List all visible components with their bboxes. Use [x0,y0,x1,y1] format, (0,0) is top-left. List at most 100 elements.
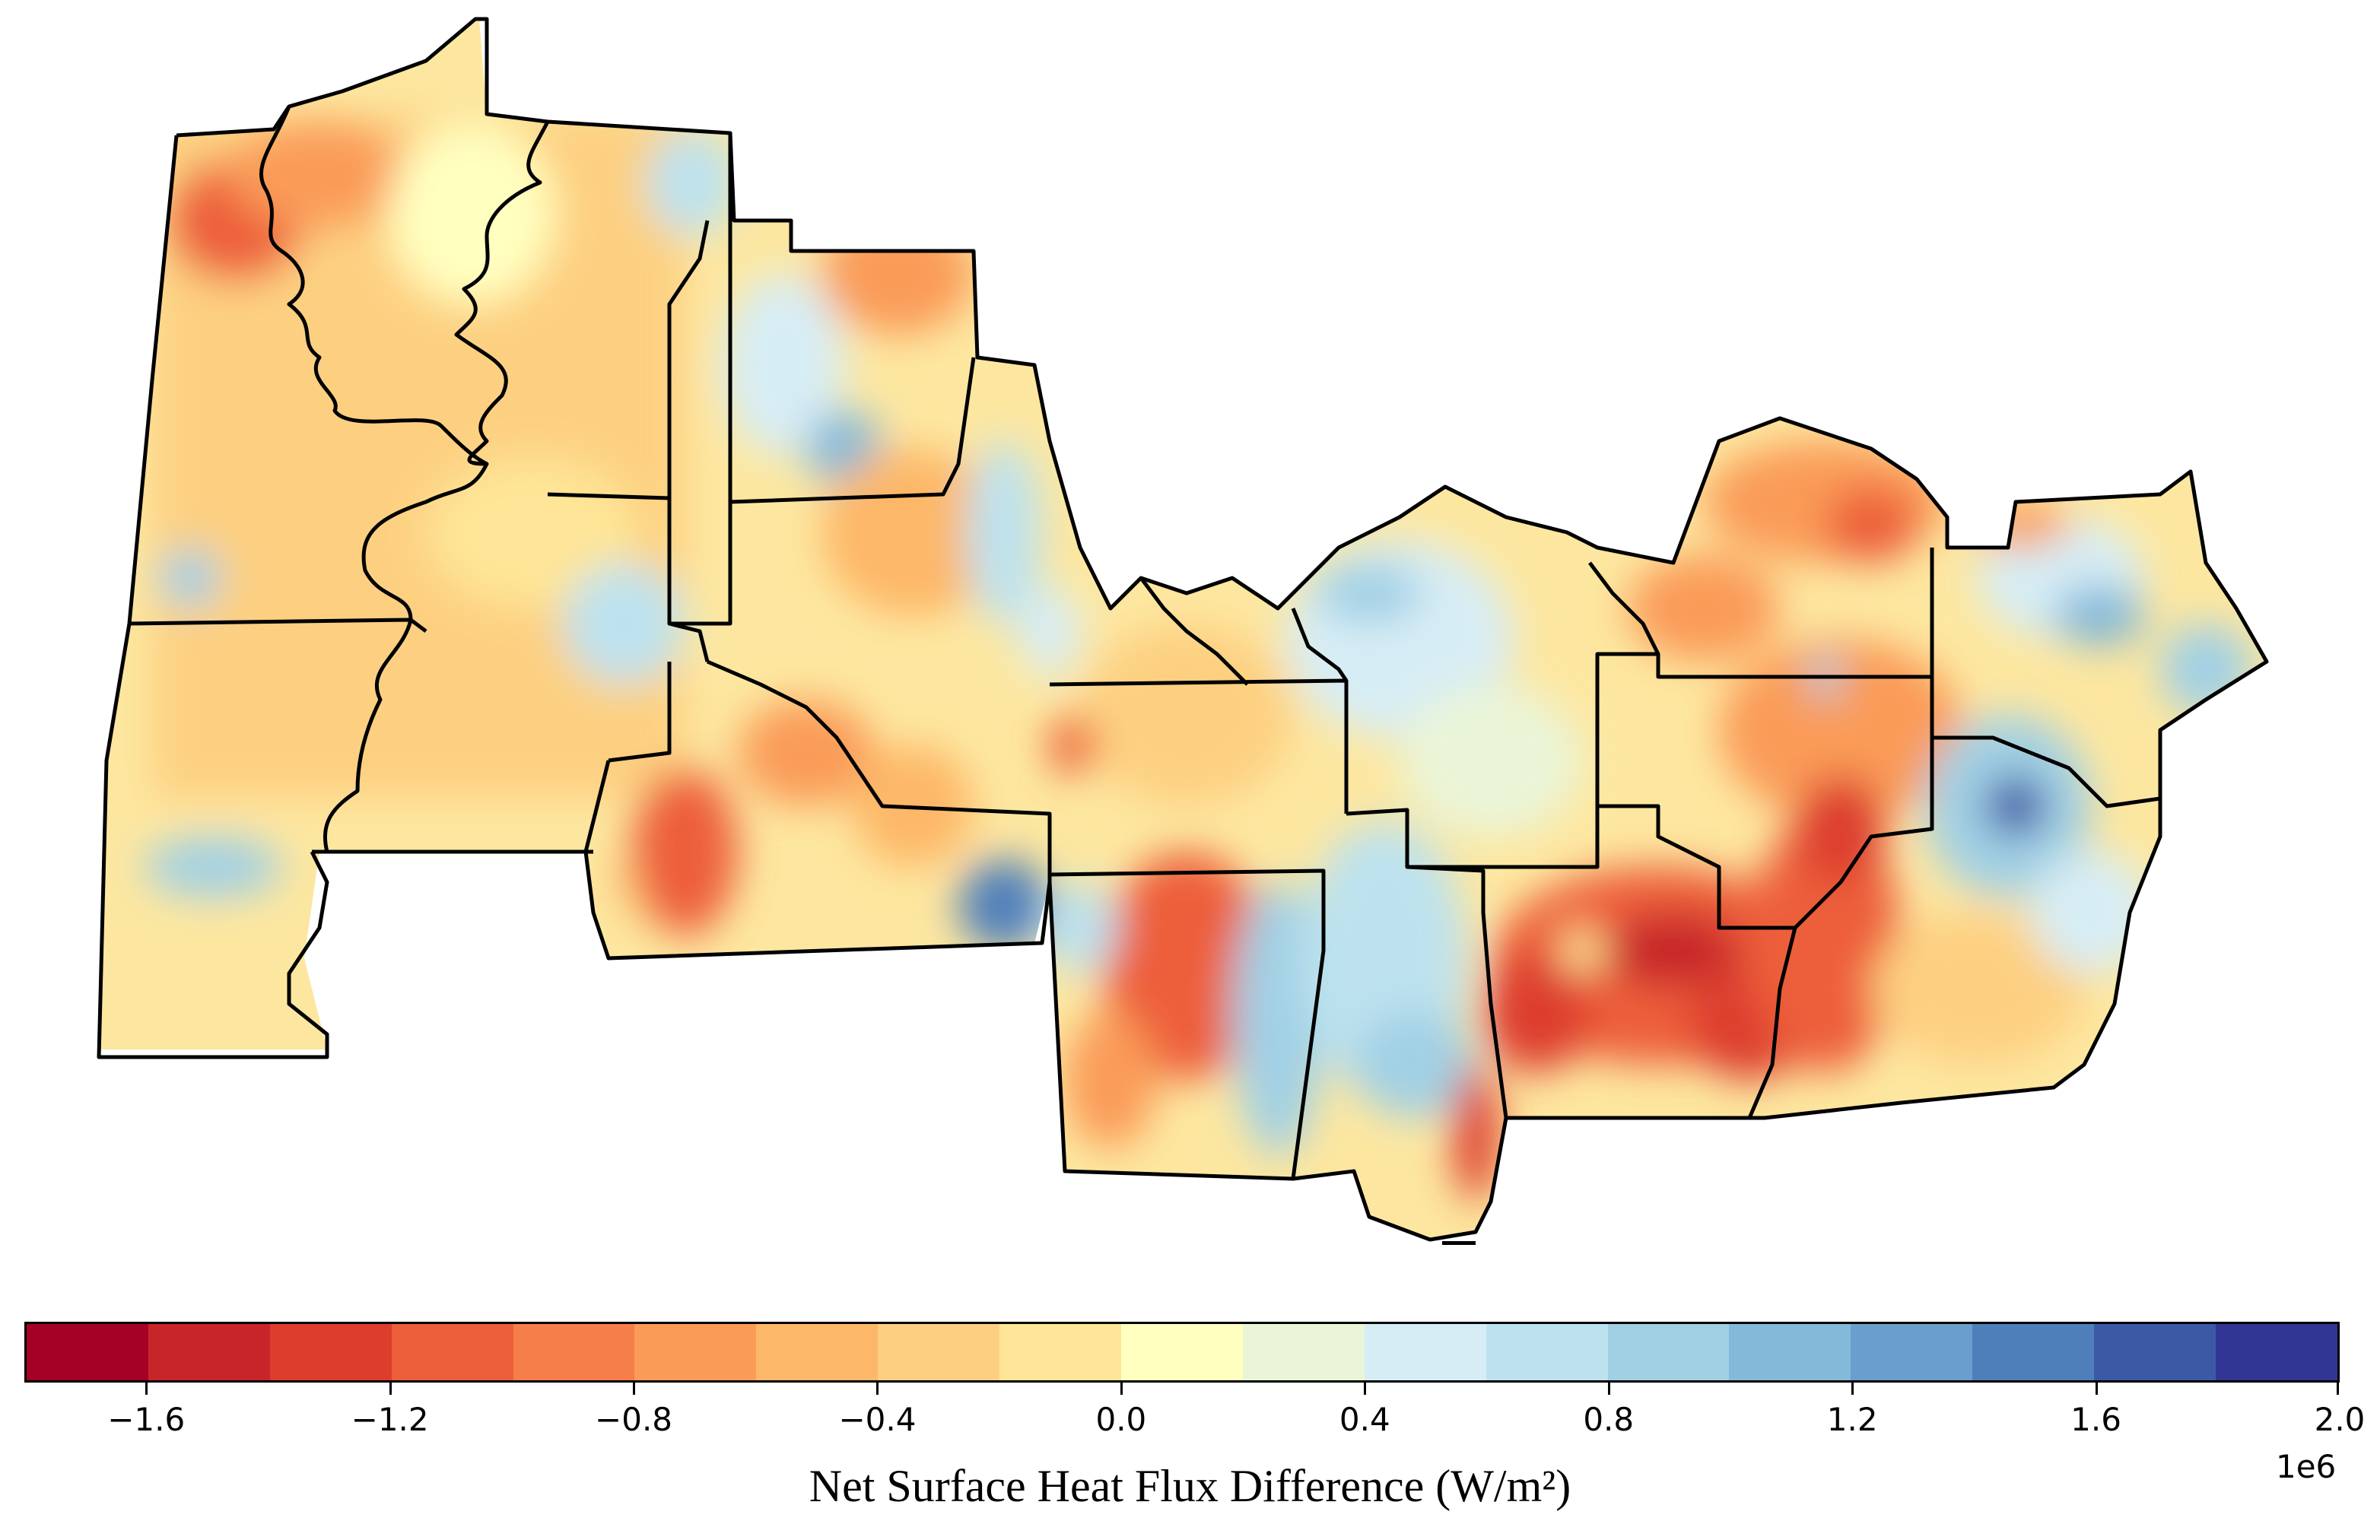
field-blob [1871,913,2084,1065]
colorbar-tick-label: −0.4 [838,1401,917,1438]
colorbar-tick-label: 2.0 [2314,1401,2366,1438]
region-line [669,502,732,626]
colorbar-tick [876,1383,879,1395]
colorbar-tick-label: −1.6 [107,1401,186,1438]
colorbar-tick [145,1383,148,1395]
colorbar-segment [1364,1324,1486,1380]
field-blob [958,859,1050,951]
colorbar-tick-label: 1.6 [2070,1401,2121,1438]
field-blob [1453,1065,1498,1202]
field-blob [723,274,844,456]
field-blob [1826,487,1917,563]
field-blob [1483,951,1590,1072]
outer-boundary [176,17,2269,1242]
region-line [1049,868,1326,1180]
stray-mark [1442,1241,1476,1245]
region-line [1932,735,2161,808]
colorbar-segment [1851,1324,1973,1380]
river-line [259,106,489,853]
colorbar-scale-exponent: 1e6 [2276,1448,2337,1485]
colorbar-segment [1486,1324,1608,1380]
colorbar-label: Net Surface Heat Flux Difference (W/m²) [809,1461,1571,1511]
field-blob [821,449,1004,616]
field-blob [966,441,1042,624]
field-blob [1103,852,1270,1080]
colorbar-tick [2337,1383,2339,1395]
field-blob [1065,1011,1156,1148]
field-blob [1400,684,1582,837]
region-line [728,133,976,504]
field-blob [1795,776,1886,882]
colorbar-tick [2095,1383,2098,1395]
colorbar-segment [2094,1324,2216,1380]
colorbar-segment [1121,1324,1243,1380]
field-blob [2054,586,2145,646]
region-line [1407,804,1797,1119]
colorbar-segment [2216,1324,2337,1380]
colorbar-tick [389,1383,392,1395]
colorbar-tick-label: 0.0 [1095,1401,1147,1438]
region-line [1588,561,1660,656]
colorbar-segment [1607,1324,1730,1380]
field-blob [1559,928,1605,973]
colorbar-segment [391,1324,513,1380]
colorbar-segment [634,1324,757,1380]
colorbar-tick [1364,1383,1367,1395]
field-blob [1232,882,1323,1156]
colorbar-tick [1851,1383,1854,1395]
region-line [667,220,710,624]
region-line [608,662,672,763]
field-blob [1704,441,1947,563]
colorbar-segment [148,1324,270,1380]
colorbar-tick [633,1383,636,1395]
field-blob [1749,814,1902,1072]
field-blob [1605,913,1742,989]
region-line [1346,808,1508,1119]
field-blob [821,213,974,335]
field-blob [1019,586,1080,677]
colorbar-tick-label: 0.4 [1339,1401,1390,1438]
field-blob [631,768,738,935]
colorbar-tick [1607,1383,1610,1395]
field-blob [228,122,411,228]
colorbar-segment [1242,1324,1365,1380]
field-blob [563,563,685,684]
field-blob [1978,502,2069,548]
region-line [707,659,1052,882]
colorbar-tick [1120,1383,1123,1395]
field-blob [145,837,281,897]
field-blob [160,548,221,608]
colorbar-segment [756,1324,879,1380]
colorbar-segment [878,1324,1000,1380]
colorbar [24,1322,2340,1383]
region-line [1139,576,1249,686]
field-blob [1050,715,1095,776]
colorbar-segment [269,1324,392,1380]
field-blob [1628,555,1780,662]
colorbar-segment [1972,1324,2095,1380]
colorbar-tick-label: 1.2 [1826,1401,1878,1438]
river-line [454,120,550,466]
outer-boundary [97,135,329,1059]
colorbar-tick-label: 0.8 [1583,1401,1635,1438]
region-boundaries [97,17,2269,1242]
colorbar-tick-label: −1.2 [351,1401,429,1438]
colorbar-segment [1729,1324,1851,1380]
field-blob [1316,563,1422,624]
field-blob [2031,852,2153,973]
field-blob [1719,639,1962,821]
field-blob [1985,776,2046,837]
field-blob [388,122,555,304]
field-blob [1354,1011,1476,1118]
colorbar-segment [999,1324,1122,1380]
field-blob [1042,882,1118,973]
colorbar-segment [513,1324,635,1380]
field-blob [738,700,875,806]
heat-flux-field [99,19,2267,1240]
heat-flux-map [97,17,2269,1245]
colorbar-segment [27,1324,148,1380]
region-line [1291,608,1349,682]
colorbar-tick-label: −0.8 [595,1401,673,1438]
field-blob [1080,624,1293,806]
field-blob [647,129,738,236]
